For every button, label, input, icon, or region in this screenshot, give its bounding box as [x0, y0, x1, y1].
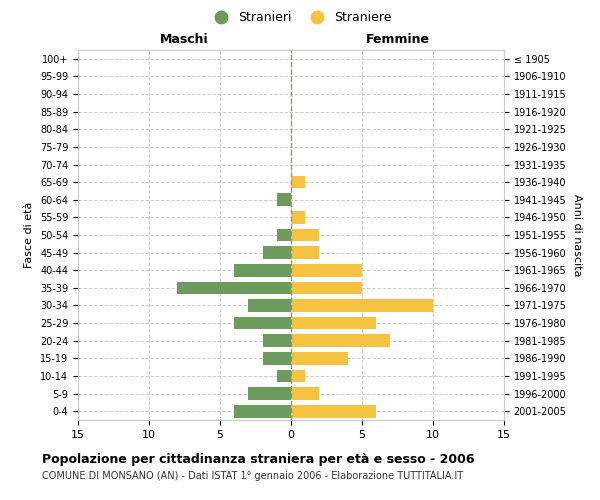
Bar — [291, 246, 319, 259]
Text: COMUNE DI MONSANO (AN) - Dati ISTAT 1° gennaio 2006 - Elaborazione TUTTITALIA.IT: COMUNE DI MONSANO (AN) - Dati ISTAT 1° g… — [42, 471, 463, 481]
Bar — [178, 282, 291, 294]
Bar — [277, 228, 291, 241]
Bar — [248, 387, 291, 400]
Bar — [234, 264, 291, 276]
Bar — [234, 317, 291, 330]
Bar — [291, 228, 319, 241]
Bar — [291, 317, 376, 330]
Y-axis label: Anni di nascita: Anni di nascita — [572, 194, 582, 276]
Bar — [263, 352, 291, 364]
Text: Femmine: Femmine — [365, 34, 430, 46]
Bar — [234, 405, 291, 417]
Bar — [291, 352, 348, 364]
Bar — [277, 194, 291, 206]
Text: Popolazione per cittadinanza straniera per età e sesso - 2006: Popolazione per cittadinanza straniera p… — [42, 452, 475, 466]
Legend: Stranieri, Straniere: Stranieri, Straniere — [203, 6, 397, 29]
Y-axis label: Fasce di età: Fasce di età — [25, 202, 34, 268]
Bar — [277, 370, 291, 382]
Bar — [291, 405, 376, 417]
Bar — [291, 370, 305, 382]
Bar — [291, 334, 391, 347]
Bar — [291, 299, 433, 312]
Bar — [291, 211, 305, 224]
Bar — [291, 264, 362, 276]
Bar — [291, 282, 362, 294]
Bar — [248, 299, 291, 312]
Text: Maschi: Maschi — [160, 34, 209, 46]
Bar — [291, 176, 305, 188]
Bar — [263, 246, 291, 259]
Bar — [263, 334, 291, 347]
Bar — [291, 387, 319, 400]
